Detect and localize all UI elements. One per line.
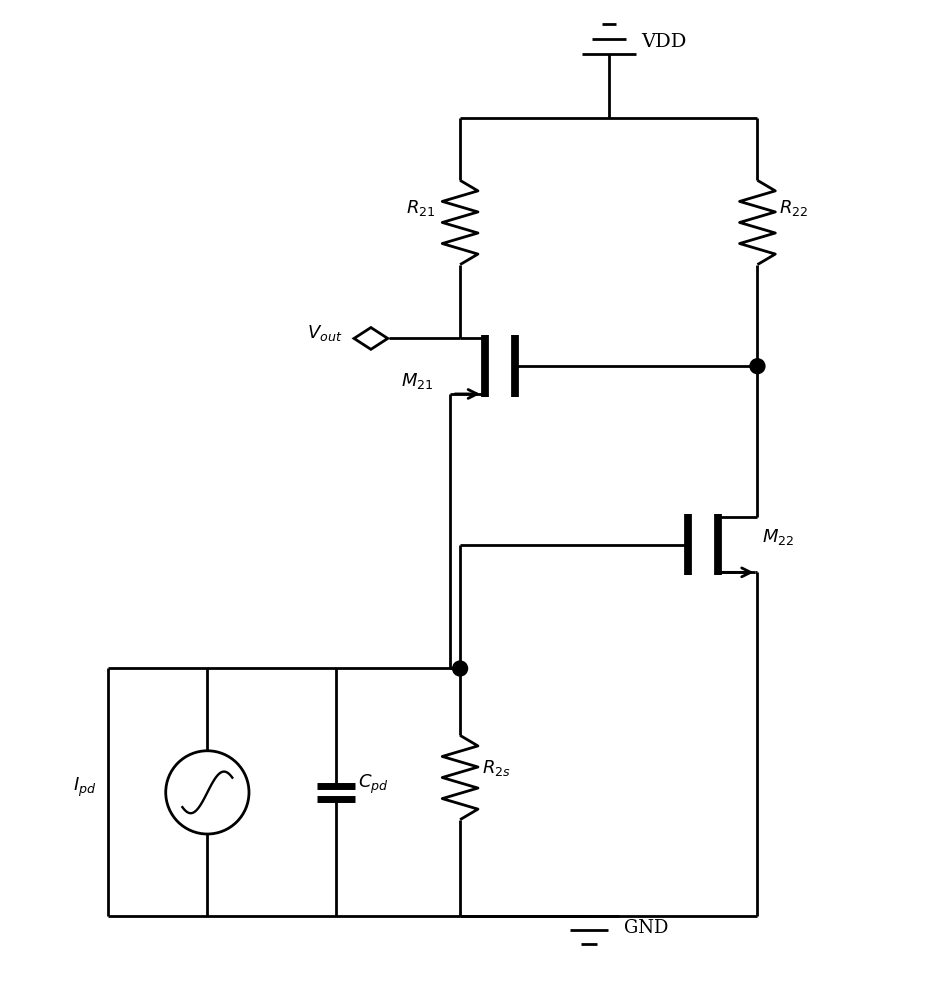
Circle shape [453,661,467,676]
Text: $M_{22}$: $M_{22}$ [763,527,795,547]
Text: $M_{21}$: $M_{21}$ [400,371,433,391]
Text: GND: GND [624,919,668,937]
Text: VDD: VDD [642,33,687,51]
Text: $C_{pd}$: $C_{pd}$ [358,773,389,796]
Circle shape [750,359,765,374]
Text: $R_{21}$: $R_{21}$ [406,198,435,218]
Text: $R_{2s}$: $R_{2s}$ [481,758,511,778]
Text: $V_{out}$: $V_{out}$ [307,323,342,343]
Text: $I_{pd}$: $I_{pd}$ [73,776,96,799]
Text: $R_{22}$: $R_{22}$ [779,198,809,218]
